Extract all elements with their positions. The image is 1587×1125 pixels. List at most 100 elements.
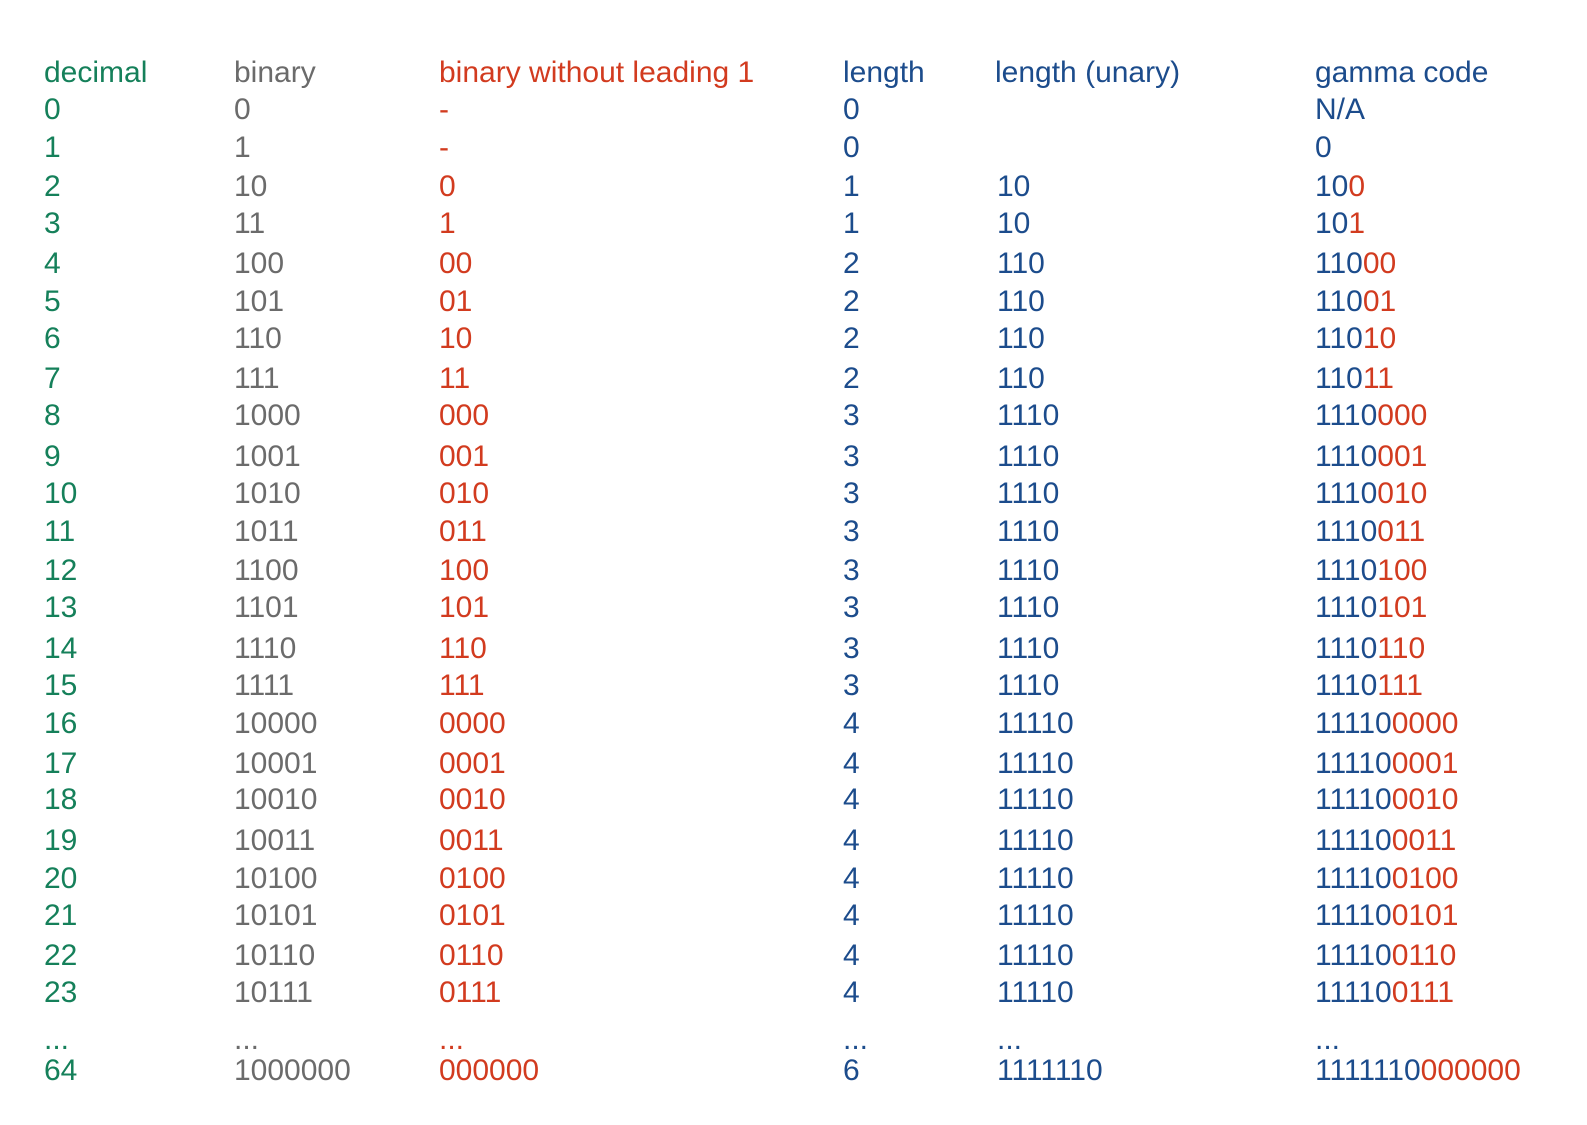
cell-unary: 11110 (997, 747, 1074, 780)
cell-length: 2 (843, 285, 860, 318)
cell-offset: 0010 (439, 783, 506, 816)
cell-length: 1 (843, 170, 860, 203)
cell-binary: 111 (234, 362, 280, 395)
cell-decimal: 8 (44, 399, 61, 432)
cell-length: 0 (843, 93, 860, 126)
cell-binary: 110 (234, 322, 282, 355)
gamma-offset-part: 00 (1362, 247, 1397, 280)
cell-binary: 100 (234, 247, 285, 280)
cell-length: 2 (843, 247, 860, 280)
cell-gamma-code: 111100011 (1315, 823, 1456, 859)
cell-binary: 1001 (234, 440, 301, 473)
cell-unary: 11110 (997, 824, 1074, 857)
gamma-length-part: 110 (1315, 285, 1363, 318)
gamma-length-part: 110 (1315, 362, 1363, 395)
cell-offset: 000 (439, 399, 490, 432)
cell-offset: 0001 (439, 747, 506, 780)
cell-decimal: 23 (44, 976, 78, 1009)
gamma-offset-part: 0011 (1391, 824, 1457, 857)
cell-unary: 1110 (997, 440, 1060, 473)
gamma-length-part: 11110 (1315, 899, 1392, 932)
cell-binary: 1 (234, 131, 251, 164)
cell-binary: 101 (234, 285, 285, 318)
cell-length: 4 (843, 976, 860, 1009)
cell-binary: 10001 (234, 747, 318, 780)
cell-decimal: 4 (44, 247, 61, 280)
cell-decimal: 15 (44, 669, 78, 702)
cell-decimal: 2 (44, 170, 61, 203)
gamma-offset-part: 0001 (1391, 747, 1459, 780)
cell-decimal: 6 (44, 322, 61, 355)
cell-decimal: 19 (44, 824, 78, 857)
gamma-length-part: 11110 (1315, 976, 1392, 1009)
cell-offset: 0000 (439, 707, 506, 740)
cell-length: 4 (843, 862, 860, 895)
cell-binary: 1010 (234, 477, 301, 510)
cell-gamma-code: 111100111 (1315, 975, 1454, 1011)
cell-offset: 100 (439, 554, 490, 587)
gamma-length-part: 1110 (1315, 477, 1378, 510)
cell-unary: 1110 (997, 399, 1060, 432)
gamma-length-part: 11110 (1315, 939, 1392, 972)
cell-decimal: 14 (44, 632, 78, 665)
cell-binary: 10011 (234, 824, 316, 857)
cell-gamma-code: 111100001 (1315, 746, 1459, 782)
cell-offset: 0100 (439, 862, 506, 895)
cell-decimal: 11 (44, 515, 76, 548)
gamma-offset-part: 100 (1377, 554, 1428, 587)
cell-decimal: 13 (44, 591, 78, 624)
cell-decimal: 16 (44, 707, 78, 740)
cell-unary: 1111110 (997, 1054, 1103, 1087)
gamma-length-part: 1111110 (1315, 1054, 1421, 1087)
gamma-offset-part: 0100 (1391, 862, 1459, 895)
cell-offset: 0 (439, 170, 456, 203)
cell-offset: - (439, 131, 449, 164)
gamma-offset-part: 1 (1348, 207, 1366, 240)
cell-length: 0 (843, 131, 860, 164)
cell-decimal: 1 (44, 131, 61, 164)
cell-length: 3 (843, 399, 860, 432)
header-length: length (843, 56, 925, 89)
cell-gamma-code: 111100010 (1315, 782, 1459, 818)
cell-decimal: 17 (44, 747, 78, 780)
gamma-length-part: 1110 (1315, 632, 1378, 665)
cell-gamma-code: N/A (1315, 92, 1365, 128)
cell-unary: 110 (997, 247, 1045, 280)
gamma-length-part: 1110 (1315, 440, 1378, 473)
cell-gamma-code: 0 (1315, 130, 1332, 166)
cell-offset: 111 (439, 669, 485, 702)
gamma-length-part: 10 (1315, 170, 1349, 203)
gamma-offset-part: 0 (1348, 170, 1366, 203)
gamma-length-part: 1110 (1315, 554, 1378, 587)
cell-length: 4 (843, 783, 860, 816)
cell-unary: 1110 (997, 515, 1060, 548)
gamma-length-part: 1110 (1315, 515, 1378, 548)
cell-unary: 110 (997, 322, 1045, 355)
cell-binary: 10101 (234, 899, 318, 932)
cell-length: 3 (843, 669, 860, 702)
cell-gamma-code: 1110000 (1315, 398, 1427, 434)
cell-offset: 0111 (439, 976, 502, 1009)
cell-offset: 001 (439, 440, 490, 473)
cell-offset: 0011 (439, 824, 504, 857)
cell-decimal: 64 (44, 1054, 78, 1087)
cell-gamma-code: 111100000 (1315, 706, 1459, 742)
header-binary-without-leading-1: binary without leading 1 (439, 56, 755, 89)
gamma-offset-part: 11 (1362, 362, 1394, 395)
cell-length: 4 (843, 824, 860, 857)
cell-decimal: 3 (44, 207, 61, 240)
header-gamma-code: gamma code (1315, 56, 1489, 89)
cell-length: 3 (843, 440, 860, 473)
cell-unary: 11110 (997, 707, 1074, 740)
cell-length: ... (843, 1023, 869, 1056)
gamma-length-part: 1110 (1315, 399, 1378, 432)
cell-decimal: 0 (44, 93, 61, 126)
gamma-length-part: 0 (1315, 131, 1332, 164)
cell-binary: 10010 (234, 783, 318, 816)
cell-gamma-code: 11011 (1315, 361, 1394, 397)
cell-gamma-code: 11001 (1315, 284, 1396, 320)
cell-unary: 11110 (997, 783, 1074, 816)
cell-gamma-code: 111100110 (1315, 938, 1456, 974)
cell-unary: ... (997, 1023, 1023, 1056)
